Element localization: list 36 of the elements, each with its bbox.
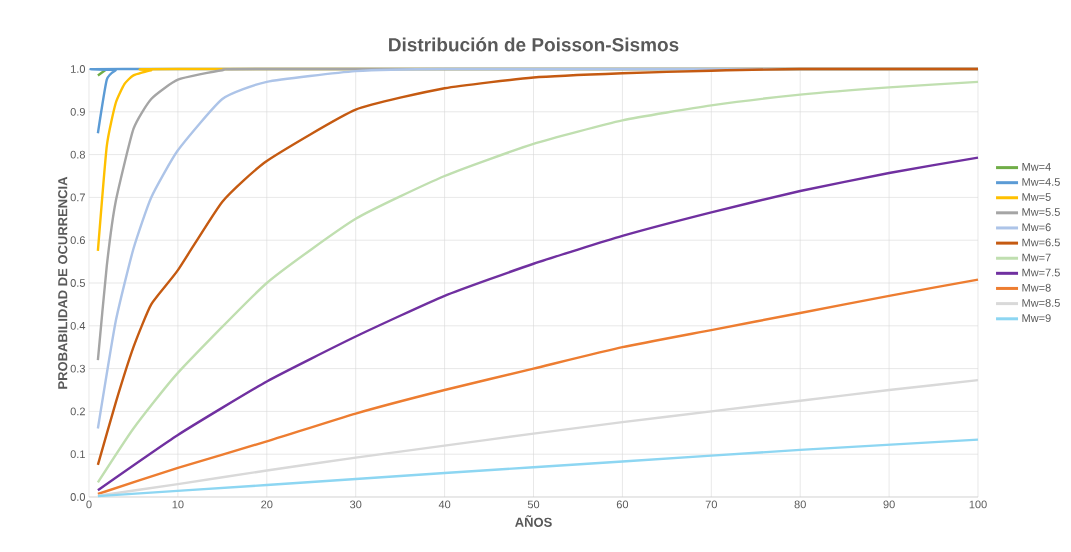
- x-tick-label: 100: [969, 500, 987, 509]
- legend-label: Mw=9: [1022, 314, 1051, 322]
- y-tick-label: 0.8: [70, 150, 85, 159]
- y-tick-label: 0.5: [70, 279, 85, 287]
- x-tick-label: 0: [86, 500, 92, 509]
- y-tick-label: 0.2: [70, 407, 85, 416]
- legend-label: Mw=8.5: [1022, 299, 1060, 307]
- chart-title: Distribución de Poisson-Sismos: [389, 37, 679, 52]
- y-tick-label: 0.6: [70, 236, 85, 245]
- legend-label: Mw=6.5: [1022, 238, 1060, 247]
- legend-label: Mw=6: [1022, 223, 1051, 232]
- legend-label: Mw=7.5: [1022, 268, 1060, 277]
- y-tick-label: 0.3: [70, 364, 85, 373]
- x-tick-label: 70: [705, 500, 717, 509]
- legend-label: Mw=4.5: [1022, 178, 1060, 186]
- y-tick-label: 1.0: [71, 65, 86, 73]
- y-axis-title: PROBABILIDAD DE OCURRENCIA: [58, 176, 68, 389]
- y-tick-label: 0.4: [70, 321, 86, 330]
- x-axis-title: AÑOS: [515, 515, 552, 527]
- y-tick-label: 0.1: [70, 450, 85, 459]
- legend-label: Mw=5: [1022, 193, 1051, 201]
- x-tick-label: 20: [261, 500, 273, 509]
- y-tick-label: 0.7: [70, 193, 85, 202]
- legend-label: Mw=8: [1022, 283, 1051, 292]
- x-tick-label: 10: [172, 500, 184, 509]
- x-tick-label: 90: [883, 500, 895, 509]
- x-tick-label: 80: [794, 500, 806, 509]
- x-tick-label: 40: [438, 500, 451, 509]
- y-tick-label: 0.9: [70, 107, 85, 116]
- x-tick-label: 30: [350, 500, 362, 509]
- x-tick-label: 50: [527, 500, 540, 509]
- y-tick-label: 0.0: [70, 493, 86, 501]
- x-tick-label: 60: [616, 500, 629, 509]
- legend-label: Mw=4: [1022, 163, 1051, 171]
- legend-label: Mw=7: [1022, 253, 1051, 262]
- legend-label: Mw=5.5: [1022, 208, 1060, 216]
